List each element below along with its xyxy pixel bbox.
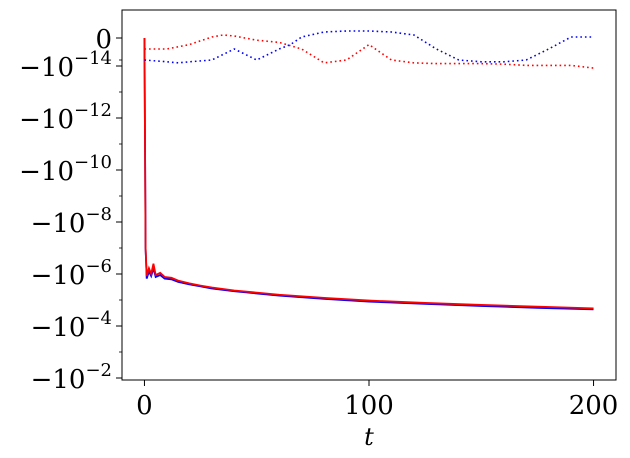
- ticks-layer: 0 100 2000−10−14−10−12−10−10−10−8−10−6−10−…: [19, 25, 618, 421]
- y-tick-label: 0: [95, 25, 112, 55]
- x-axis-label: t: [364, 423, 374, 451]
- x-tick-label: 0: [136, 391, 153, 421]
- y-tick-label: −10−4: [31, 308, 112, 343]
- series-line-1: [143, 37, 594, 310]
- y-tick-label: −10−6: [31, 256, 112, 291]
- y-tick-label: −10−8: [31, 204, 112, 239]
- y-tick-label: −10−14: [19, 48, 112, 83]
- plot-frame: [121, 9, 617, 381]
- y-tick-label: −10−10: [19, 152, 112, 187]
- series-layer: [143, 30, 594, 311]
- series-line-3: [144, 34, 594, 69]
- series-line-2: [144, 30, 594, 64]
- x-tick-label: 100: [344, 391, 394, 421]
- series-line-0: [143, 37, 594, 311]
- y-tick-label: −10−2: [31, 360, 112, 395]
- y-tick-label: −10−12: [19, 100, 112, 135]
- x-tick-label: 200: [569, 391, 619, 421]
